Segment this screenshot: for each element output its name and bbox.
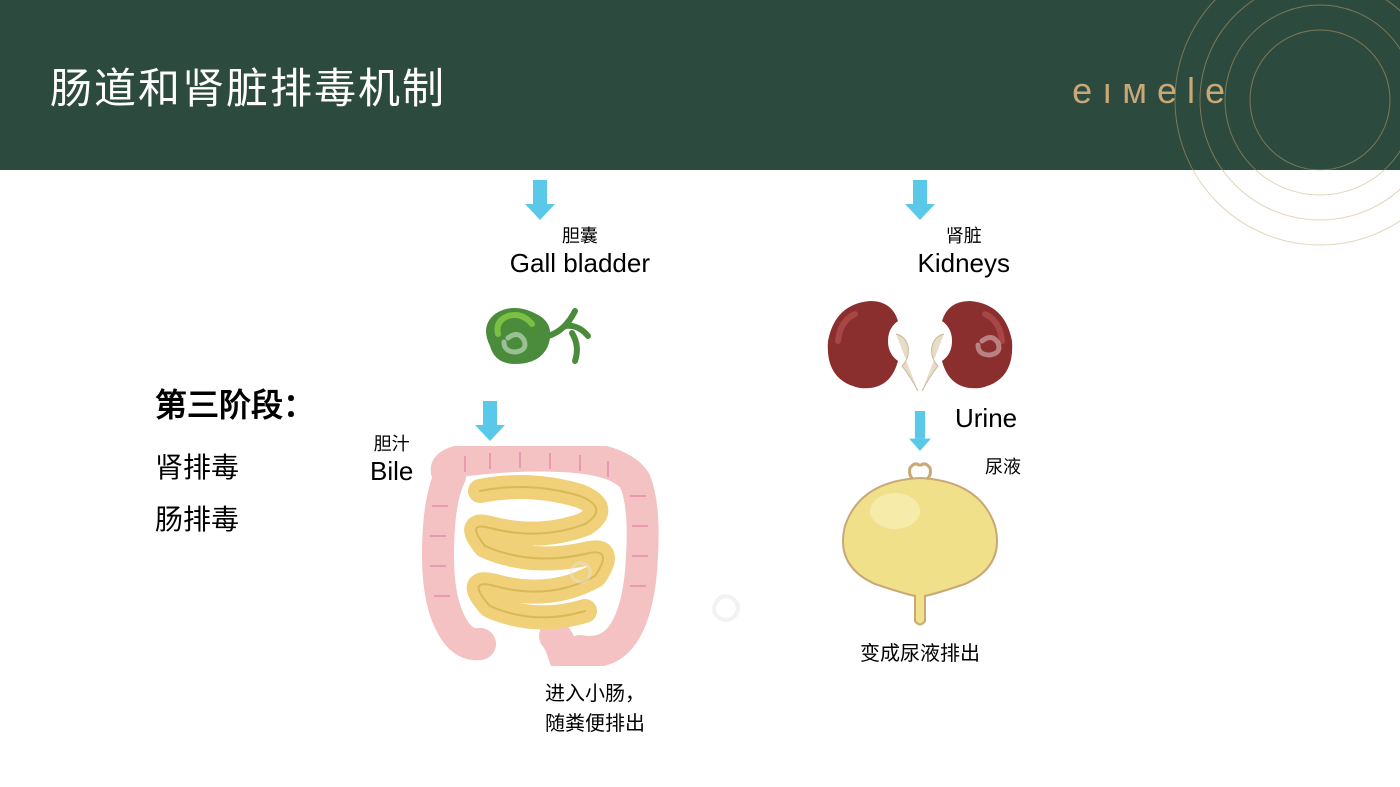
content-area: 第三阶段： 肾排毒 肠排毒 胆囊 Gall bladder 胆汁 Bile (0, 170, 1400, 787)
stage-item-1: 肾排毒 (155, 446, 315, 486)
watermark-icon (560, 550, 600, 590)
kidneys-label-en: Kidneys (918, 248, 1011, 279)
gallbladder-label-en: Gall bladder (510, 248, 650, 279)
urine-label-cn: 尿液 (985, 453, 1021, 479)
intestine-caption-2: 随粪便排出 (545, 713, 645, 735)
kidneys-label: 肾脏 Kidneys (918, 222, 1011, 279)
stage-item-2: 肠排毒 (155, 498, 315, 538)
watermark-icon (700, 580, 750, 630)
bladder-icon (820, 456, 1020, 626)
urine-label-en: Urine (955, 403, 1017, 434)
bile-label-cn: 胆汁 (370, 430, 413, 456)
arrow-down-icon (520, 180, 560, 220)
intestine-caption: 进入小肠， 随粪便排出 (545, 679, 645, 739)
right-column: 肾脏 Kidneys Urine 尿液 (790, 180, 1050, 669)
stage-text-block: 第三阶段： 肾排毒 肠排毒 (155, 380, 315, 550)
intestine-caption-1: 进入小肠， (545, 683, 645, 705)
arrow-down-icon (900, 411, 940, 451)
page-title: 肠道和肾脏排毒机制 (50, 55, 446, 116)
left-column: 胆囊 Gall bladder 胆汁 Bile (400, 180, 680, 739)
stage-title: 第三阶段： (155, 380, 315, 426)
header-bar: 肠道和肾脏排毒机制 eıмele (0, 0, 1400, 170)
gallbladder-icon (460, 286, 620, 396)
intestines-icon (410, 446, 670, 666)
bile-label: 胆汁 Bile (370, 430, 413, 487)
kidneys-label-cn: 肾脏 (946, 222, 982, 248)
arrow-down-icon (900, 180, 940, 220)
arrow-down-icon (470, 401, 510, 441)
bladder-caption: 变成尿液排出 (860, 639, 980, 669)
kidneys-icon (810, 286, 1030, 406)
gallbladder-label: 胆囊 Gall bladder (510, 222, 650, 279)
bile-label-en: Bile (370, 456, 413, 487)
gallbladder-label-cn: 胆囊 (562, 222, 598, 248)
